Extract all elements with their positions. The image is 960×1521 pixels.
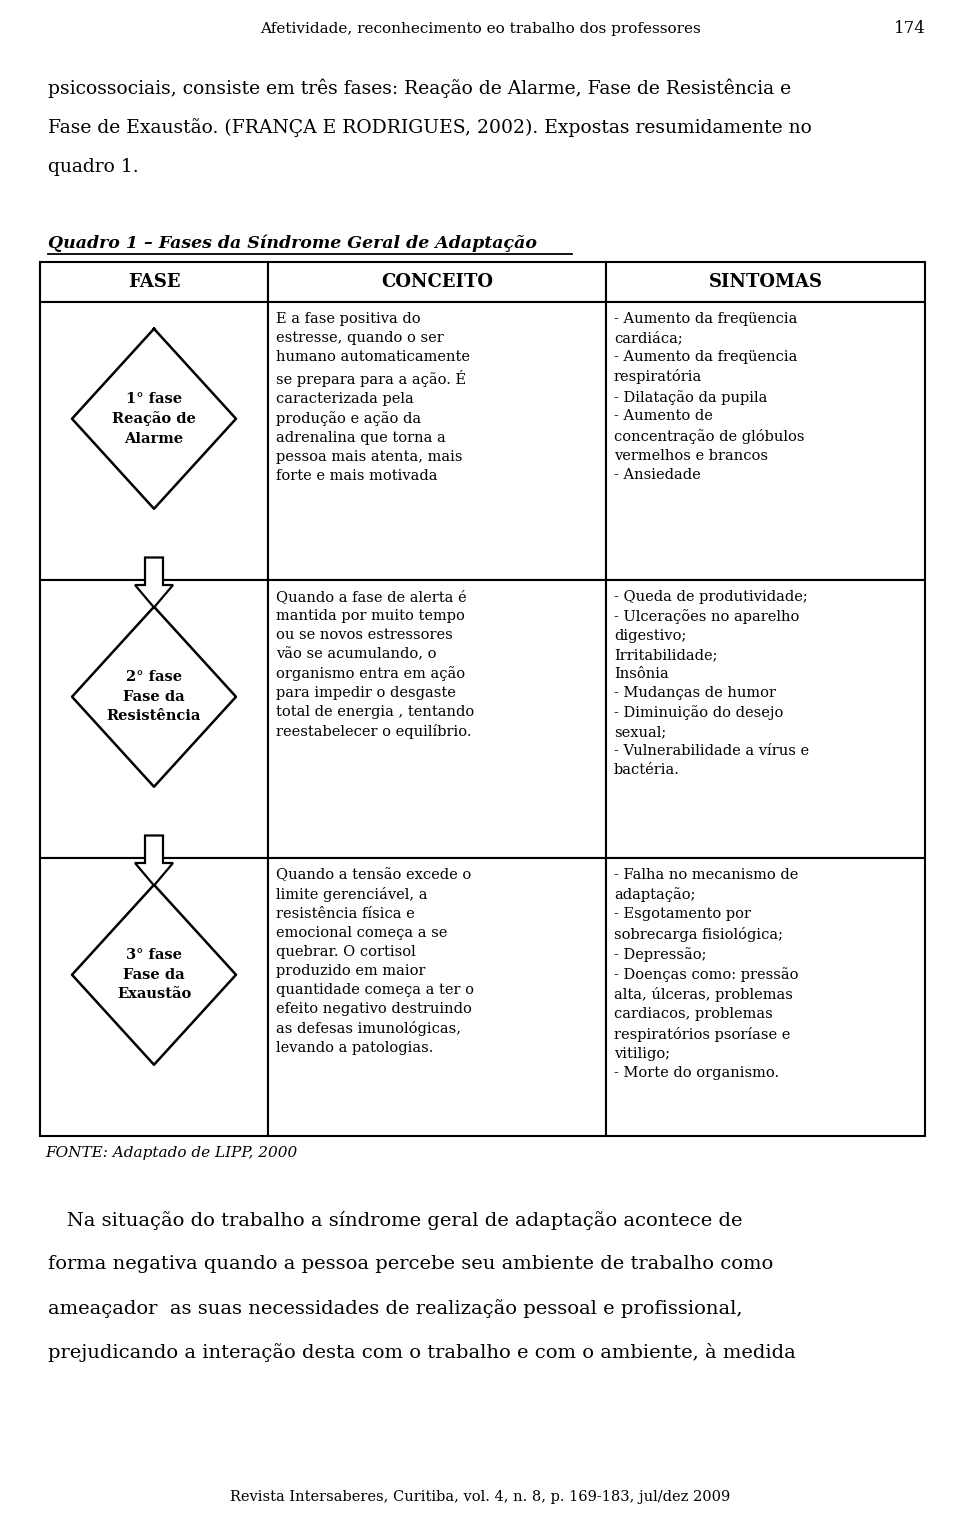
Text: prejudicando a interação desta com o trabalho e com o ambiente, à medida: prejudicando a interação desta com o tra… bbox=[48, 1343, 796, 1361]
Text: ameaçador  as suas necessidades de realização pessoal e profissional,: ameaçador as suas necessidades de realiz… bbox=[48, 1299, 742, 1319]
Text: Afetividade, reconhecimento eo trabalho dos professores: Afetividade, reconhecimento eo trabalho … bbox=[259, 21, 701, 37]
Text: 3° fase
Fase da
Exaustão: 3° fase Fase da Exaustão bbox=[117, 948, 191, 1001]
Text: 1° fase
Reação de
Alarme: 1° fase Reação de Alarme bbox=[112, 391, 196, 446]
Text: - Falha no mecanismo de
adaptação;
- Esgotamento por
sobrecarga fisiológica;
- D: - Falha no mecanismo de adaptação; - Esg… bbox=[614, 868, 799, 1080]
Polygon shape bbox=[135, 558, 173, 607]
Text: quadro 1.: quadro 1. bbox=[48, 158, 138, 176]
Text: Quando a tensão excede o
limite gerenciável, a
resistência física e
emocional co: Quando a tensão excede o limite gerenciá… bbox=[276, 868, 474, 1056]
Text: - Queda de produtividade;
- Ulcerações no aparelho
digestivo;
Irritabilidade;
In: - Queda de produtividade; - Ulcerações n… bbox=[614, 590, 809, 777]
Text: CONCEITO: CONCEITO bbox=[381, 272, 493, 291]
Bar bbox=[40, 858, 268, 1136]
Bar bbox=[268, 580, 606, 858]
Text: Quadro 1 – Fases da Síndrome Geral de Adaptação: Quadro 1 – Fases da Síndrome Geral de Ad… bbox=[48, 236, 537, 252]
Text: psicossociais, consiste em três fases: Reação de Alarme, Fase de Resistência e: psicossociais, consiste em três fases: R… bbox=[48, 78, 791, 97]
Text: Na situação do trabalho a síndrome geral de adaptação acontece de: Na situação do trabalho a síndrome geral… bbox=[48, 1211, 742, 1230]
Bar bbox=[40, 580, 268, 858]
Bar bbox=[268, 858, 606, 1136]
Text: SINTOMAS: SINTOMAS bbox=[708, 272, 823, 291]
Bar bbox=[606, 858, 925, 1136]
Bar bbox=[606, 262, 925, 303]
Text: E a fase positiva do
estresse, quando o ser
humano automaticamente
se prepara pa: E a fase positiva do estresse, quando o … bbox=[276, 312, 470, 484]
Text: forma negativa quando a pessoa percebe seu ambiente de trabalho como: forma negativa quando a pessoa percebe s… bbox=[48, 1255, 773, 1273]
Text: Fase de Exaustão. (FRANÇA E RODRIGUES, 2002). Expostas resumidamente no: Fase de Exaustão. (FRANÇA E RODRIGUES, 2… bbox=[48, 119, 812, 137]
Bar bbox=[606, 303, 925, 580]
Bar bbox=[40, 262, 268, 303]
Bar bbox=[268, 262, 606, 303]
Bar bbox=[268, 303, 606, 580]
Bar bbox=[40, 303, 268, 580]
Text: Revista Intersaberes, Curitiba, vol. 4, n. 8, p. 169-183, jul/dez 2009: Revista Intersaberes, Curitiba, vol. 4, … bbox=[229, 1491, 731, 1504]
Text: Quando a fase de alerta é
mantida por muito tempo
ou se novos estressores
vão se: Quando a fase de alerta é mantida por mu… bbox=[276, 590, 474, 739]
Text: - Aumento da freqüencia
cardiáca;
- Aumento da freqüencia
respiratória
- Dilataç: - Aumento da freqüencia cardiáca; - Aume… bbox=[614, 312, 804, 482]
Text: FASE: FASE bbox=[128, 272, 180, 291]
Polygon shape bbox=[135, 835, 173, 885]
Text: 2° fase
Fase da
Resistência: 2° fase Fase da Resistência bbox=[107, 671, 202, 724]
Text: 174: 174 bbox=[894, 20, 926, 37]
Text: FONTE: Adaptado de LIPP, 2000: FONTE: Adaptado de LIPP, 2000 bbox=[45, 1145, 298, 1161]
Bar bbox=[606, 580, 925, 858]
